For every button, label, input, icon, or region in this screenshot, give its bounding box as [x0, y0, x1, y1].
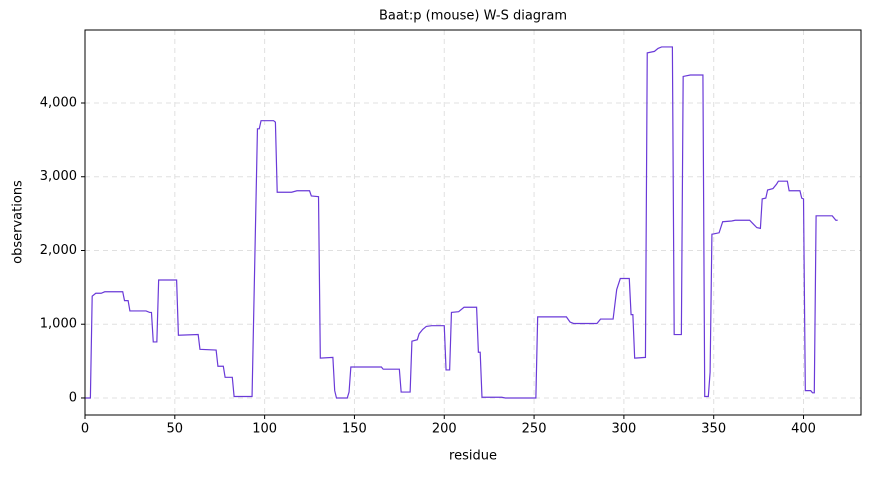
data-line	[85, 46, 838, 399]
y-tick-label: 1,000	[40, 317, 77, 332]
plot-frame	[84, 29, 862, 416]
x-tick-label: 350	[701, 422, 726, 437]
x-axis-label: residue	[449, 449, 497, 464]
x-tick-label: 0	[81, 422, 89, 437]
y-tick-label: 3,000	[40, 169, 77, 184]
chart-title: Baat:p (mouse) W-S diagram	[379, 9, 567, 24]
y-tick-label: 4,000	[40, 96, 77, 111]
y-axis-label: observations	[11, 180, 26, 264]
x-tick-label: 300	[611, 422, 636, 437]
x-tick-label: 250	[522, 422, 547, 437]
x-tick-label: 50	[167, 422, 184, 437]
x-tick-label: 150	[342, 422, 367, 437]
x-tick-label: 100	[252, 422, 277, 437]
y-tick-label: 2,000	[40, 243, 77, 258]
x-tick-label: 400	[791, 422, 816, 437]
x-tick-label: 200	[432, 422, 457, 437]
y-tick-label: 0	[69, 390, 77, 405]
